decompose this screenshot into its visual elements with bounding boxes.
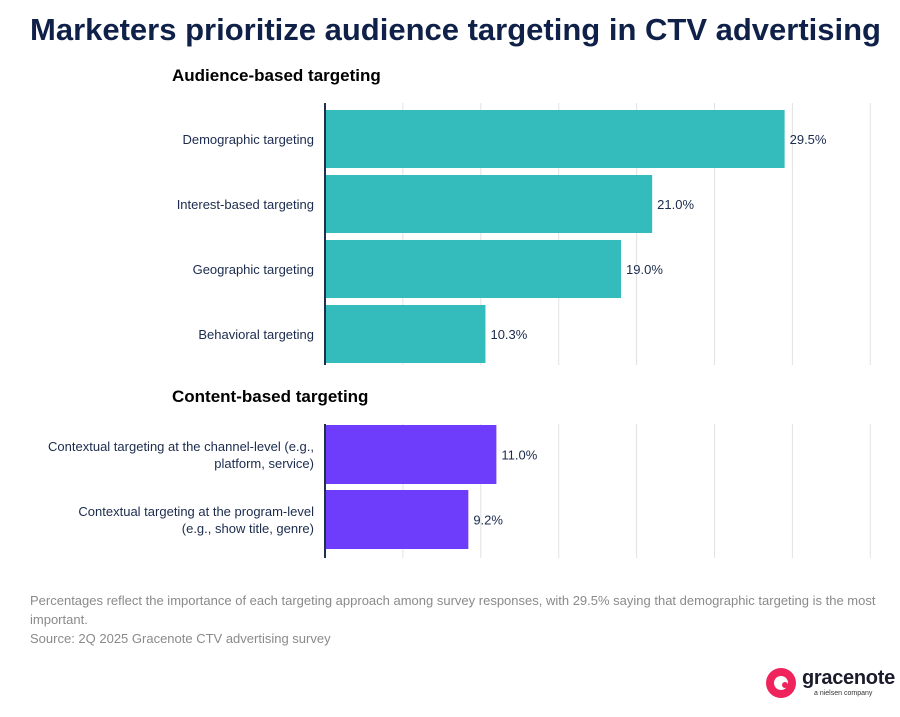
gracenote-logo: gracenote a nielsen company [766,667,895,703]
logo-tagline: a nielsen company [814,690,873,697]
section-title-content: Content-based targeting [172,387,369,406]
bar-interest-based-targeting [325,175,653,233]
footnote-text: Percentages reflect the importance of ea… [30,593,876,627]
logo-wordmark: gracenote [802,667,895,689]
category-label: Demographic targeting [182,132,314,147]
value-label: 9.2% [473,513,503,528]
category-label: Interest-based targeting [177,197,314,212]
category-label: Behavioral targeting [198,327,314,342]
bar-geographic-targeting [325,240,622,298]
chart-title: Marketers prioritize audience targeting … [30,12,881,47]
value-label: 11.0% [501,448,537,463]
source-text: Source: 2Q 2025 Gracenote CTV advertisin… [30,631,331,646]
category-label: Geographic targeting [193,262,314,277]
value-label: 10.3% [490,327,527,342]
bar-demographic-targeting [325,110,785,168]
bar-contextual-targeting-at-the-channel-level-e-g-platform-service [325,425,497,484]
value-label: 19.0% [626,262,663,277]
value-label: 21.0% [657,197,694,212]
bar-contextual-targeting-at-the-program-level-e-g-show-title-genre [325,490,469,549]
value-label: 29.5% [790,132,827,147]
footnote: Percentages reflect the importance of ea… [30,591,880,648]
bar-chart: 29.5% Demographic targeting 21.0% Interest-… [48,103,871,558]
section-title-audience: Audience-based targeting [172,66,381,85]
category-label: Contextual targeting at the channel-leve… [48,439,314,471]
bar-behavioral-targeting [325,305,486,363]
category-label: Contextual targeting at the program-leve… [78,504,314,536]
gracenote-logo-icon [766,668,796,698]
